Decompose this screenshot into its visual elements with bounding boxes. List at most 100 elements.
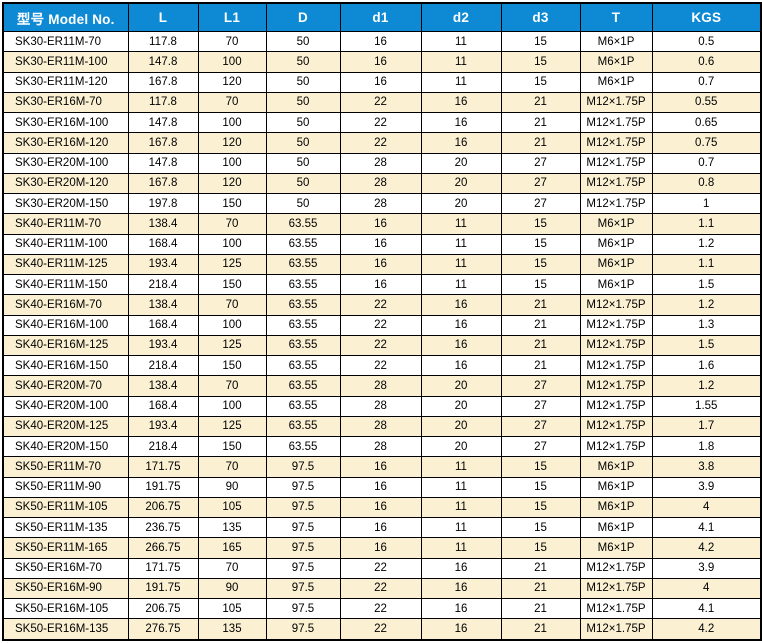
- cell-d2: 11: [420, 253, 502, 276]
- table-row: SK30-ER11M-120 167.8 120 50 16 11 15 M6×1P 0.7: [2, 71, 762, 93]
- cell-d2: 20: [420, 172, 502, 195]
- cell-L: 167.8: [127, 172, 199, 195]
- cell-d3: 27: [500, 152, 581, 174]
- cell-L1: 135: [197, 516, 267, 539]
- cell-d3: 15: [500, 496, 581, 519]
- column-header-d1: d1: [339, 2, 422, 32]
- cell-T: M6×1P: [579, 233, 653, 255]
- cell-L1: 165: [197, 537, 267, 559]
- cell-d1: 22: [339, 314, 422, 336]
- cell-L1: 120: [197, 132, 267, 154]
- cell-KGS: 1.2: [651, 294, 762, 316]
- cell-d1: 22: [339, 597, 422, 620]
- cell-model: SK40-ER11M-125: [2, 253, 129, 276]
- cell-model: SK30-ER20M-100: [2, 152, 129, 174]
- cell-d1: 28: [339, 415, 422, 438]
- cell-L1: 105: [197, 496, 267, 519]
- cell-d2: 16: [420, 618, 502, 641]
- cell-d3: 15: [500, 273, 581, 296]
- table-row: SK50-ER16M-105 206.75 105 97.5 22 16 21 M12×1.7…: [2, 597, 762, 620]
- cell-d1: 16: [339, 253, 422, 276]
- cell-d2: 11: [420, 496, 502, 519]
- cell-KGS: 1.7: [651, 415, 762, 438]
- table-row: SK40-ER20M-150 218.4 150 63.55 28 20 27 M12×1.7…: [2, 435, 762, 458]
- cell-d2: 16: [420, 314, 502, 336]
- cell-d3: 15: [500, 213, 581, 235]
- cell-T: M6×1P: [579, 253, 653, 276]
- cell-D: 97.5: [265, 516, 341, 539]
- cell-KGS: 1.5: [651, 273, 762, 296]
- cell-D: 63.55: [265, 415, 341, 438]
- cell-L: 266.75: [127, 537, 199, 559]
- cell-d1: 16: [339, 213, 422, 235]
- cell-KGS: 1.3: [651, 314, 762, 336]
- cell-model: SK40-ER11M-100: [2, 233, 129, 255]
- cell-T: M12×1.75P: [579, 395, 653, 417]
- cell-d3: 21: [500, 354, 581, 377]
- cell-L: 193.4: [127, 253, 199, 276]
- table-row: SK30-ER20M-100 147.8 100 50 28 20 27 M12×1.75P 0…: [2, 152, 762, 174]
- cell-L1: 150: [197, 354, 267, 377]
- cell-model: SK40-ER20M-100: [2, 395, 129, 417]
- cell-d2: 16: [420, 111, 502, 134]
- cell-d2: 20: [420, 375, 502, 397]
- cell-KGS: 1: [651, 192, 762, 215]
- cell-D: 50: [265, 152, 341, 174]
- cell-d3: 21: [500, 577, 581, 600]
- cell-model: SK50-ER11M-70: [2, 456, 129, 478]
- cell-L: 191.75: [127, 476, 199, 498]
- cell-d3: 15: [500, 71, 581, 93]
- column-header-D: D: [265, 2, 341, 32]
- cell-d2: 11: [420, 213, 502, 235]
- table-row: SK30-ER16M-70 117.8 70 50 22 16 21 M12×1.75P 0.5…: [2, 91, 762, 114]
- cell-d2: 16: [420, 294, 502, 316]
- cell-d1: 16: [339, 516, 422, 539]
- cell-KGS: 1.1: [651, 253, 762, 276]
- cell-D: 50: [265, 30, 341, 53]
- cell-L: 236.75: [127, 516, 199, 539]
- cell-model: SK40-ER11M-70: [2, 213, 129, 235]
- cell-d2: 11: [420, 456, 502, 478]
- cell-model: SK50-ER16M-105: [2, 597, 129, 620]
- cell-d1: 22: [339, 577, 422, 600]
- cell-d1: 22: [339, 91, 422, 114]
- cell-d1: 22: [339, 111, 422, 134]
- cell-d3: 15: [500, 516, 581, 539]
- table-row: SK50-ER11M-165 266.75 165 97.5 16 11 15 M6×1P 4.…: [2, 537, 762, 559]
- cell-T: M12×1.75P: [579, 354, 653, 377]
- cell-T: M6×1P: [579, 213, 653, 235]
- cell-model: SK30-ER16M-100: [2, 111, 129, 134]
- cell-d1: 16: [339, 537, 422, 559]
- table-row: SK40-ER16M-100 168.4 100 63.55 22 16 21 M12×1.7…: [2, 314, 762, 336]
- cell-d1: 28: [339, 172, 422, 195]
- cell-d3: 21: [500, 618, 581, 641]
- cell-d3: 27: [500, 415, 581, 438]
- cell-L1: 100: [197, 51, 267, 73]
- table-row: SK40-ER11M-125 193.4 125 63.55 16 11 15 M6×1P 1.…: [2, 253, 762, 276]
- cell-D: 63.55: [265, 253, 341, 276]
- cell-L1: 125: [197, 253, 267, 276]
- cell-d1: 28: [339, 152, 422, 174]
- cell-d1: 22: [339, 334, 422, 357]
- cell-T: M12×1.75P: [579, 597, 653, 620]
- cell-D: 50: [265, 71, 341, 93]
- cell-KGS: 4.1: [651, 597, 762, 620]
- cell-d2: 16: [420, 334, 502, 357]
- cell-L: 168.4: [127, 233, 199, 255]
- cell-d1: 28: [339, 435, 422, 458]
- cell-L1: 70: [197, 213, 267, 235]
- cell-d3: 27: [500, 435, 581, 458]
- cell-d3: 21: [500, 91, 581, 114]
- column-header-d2: d2: [420, 2, 502, 32]
- cell-KGS: 4.2: [651, 618, 762, 641]
- cell-d1: 16: [339, 30, 422, 53]
- cell-d3: 15: [500, 253, 581, 276]
- table-row: SK50-ER11M-90 191.75 90 97.5 16 11 15 M6×1P 3.9: [2, 476, 762, 498]
- table-row: SK40-ER20M-70 138.4 70 63.55 28 20 27 M12×1.75P…: [2, 375, 762, 397]
- cell-L1: 70: [197, 375, 267, 397]
- cell-d2: 11: [420, 30, 502, 53]
- cell-d2: 16: [420, 597, 502, 620]
- cell-T: M12×1.75P: [579, 152, 653, 174]
- cell-model: SK30-ER20M-150: [2, 192, 129, 215]
- cell-KGS: 4: [651, 577, 762, 600]
